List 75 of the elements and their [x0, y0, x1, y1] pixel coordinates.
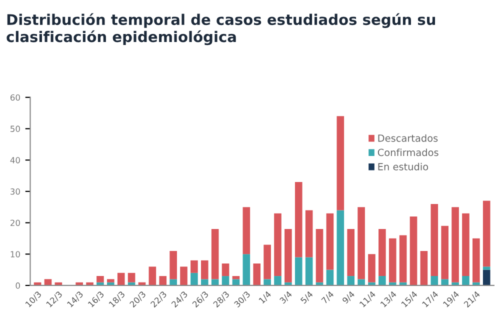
y-tick-label: 50: [10, 126, 20, 132]
x-tick-label: 3/4: [279, 290, 293, 304]
bar: [170, 279, 177, 286]
chart-title: Distribución temporal de casos estudiados según su clasificación epidemiológica: [6, 13, 436, 46]
x-tick-label: 5/4: [300, 290, 314, 304]
bar: [253, 264, 261, 286]
x-tick-label: 7/4: [321, 290, 335, 304]
bar: [326, 270, 334, 286]
bar: [347, 229, 355, 276]
y-tick-label: 20: [10, 220, 20, 226]
bar: [117, 272, 125, 286]
y-tick-label: 40: [10, 157, 20, 164]
bar: [190, 272, 198, 286]
bar: [222, 276, 230, 286]
bar: [305, 210, 313, 258]
bar: [242, 254, 250, 286]
legend-label: En estudio: [378, 162, 428, 170]
bar: [190, 260, 198, 273]
bar: [294, 257, 302, 286]
bar: [96, 276, 104, 282]
bar: [159, 276, 167, 286]
bar: [378, 276, 386, 286]
bar: [200, 279, 208, 286]
bar: [284, 229, 292, 282]
bar: [211, 229, 219, 280]
bar: [347, 276, 355, 286]
bar: [399, 235, 407, 282]
bar: [316, 229, 324, 282]
bar: [148, 266, 156, 286]
bar: [441, 226, 448, 280]
bar: [472, 238, 480, 282]
bar: [462, 213, 470, 276]
bar: [430, 204, 438, 276]
bar: [44, 279, 52, 286]
bar: [482, 270, 490, 286]
bar: [107, 279, 114, 282]
legend-label: Descartados: [378, 134, 438, 142]
bar: [274, 276, 282, 286]
bar: [452, 207, 459, 282]
y-tick-label: 30: [10, 188, 20, 195]
bar: [378, 229, 386, 276]
bar: [232, 276, 240, 280]
bar: [128, 272, 136, 282]
bar: [264, 279, 271, 286]
bar: [211, 279, 219, 286]
bar: [326, 213, 334, 270]
bar: [305, 257, 313, 286]
bar: [180, 266, 188, 286]
bar: [336, 210, 344, 286]
bar: [410, 216, 418, 286]
bar: [430, 276, 438, 286]
bar: [441, 279, 448, 286]
bar: [420, 250, 428, 286]
x-tick-label: 1/4: [258, 290, 272, 304]
y-tick-label: 60: [10, 94, 20, 101]
bar: [294, 182, 302, 258]
bar: [368, 254, 376, 282]
legend-label: Confirmados: [378, 148, 438, 156]
bar: [200, 260, 208, 280]
bar: [222, 264, 230, 276]
bar: [274, 213, 282, 276]
y-tick-label: 0: [16, 282, 20, 289]
bar: [358, 279, 365, 286]
bar: [482, 200, 490, 267]
x-tick-label: 9/4: [342, 290, 356, 304]
bar: [358, 207, 365, 280]
bar: [482, 266, 490, 270]
bar: [264, 244, 271, 280]
y-tick-label: 10: [10, 251, 20, 258]
bar: [242, 207, 250, 254]
bar: [336, 116, 344, 210]
bar: [462, 276, 470, 286]
bar: [232, 279, 240, 286]
bar: [388, 238, 396, 282]
bar: [170, 250, 177, 280]
